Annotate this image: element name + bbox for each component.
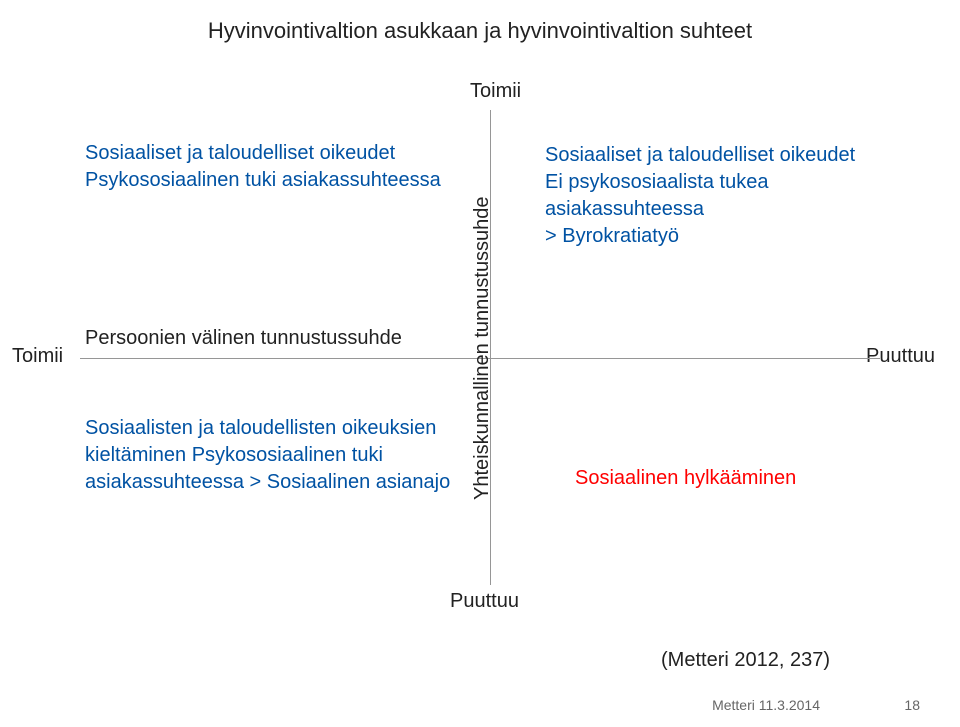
axis-left-label: Toimii (12, 345, 63, 368)
left-axis-caption: Persoonien välinen tunnustussuhde (85, 325, 445, 352)
quadrant-top-right: Sosiaaliset ja taloudelliset oikeudetEi … (545, 142, 925, 250)
footer-text: Metteri 11.3.2014 (712, 697, 820, 713)
page-number: 18 (904, 697, 920, 713)
citation: (Metteri 2012, 237) (661, 649, 830, 672)
quadrant-top-left: Sosiaaliset ja taloudelliset oikeudetPsy… (85, 140, 445, 194)
page-title: Hyvinvointivaltion asukkaan ja hyvinvoin… (0, 18, 960, 44)
quadrant-bottom-right: Sosiaalinen hylkääminen (575, 465, 915, 492)
axis-bottom-label: Puuttuu (450, 590, 519, 613)
axis-top-label: Toimii (470, 80, 521, 103)
axis-right-label: Puuttuu (866, 345, 935, 368)
quadrant-bottom-left: Sosiaalisten ja taloudellisten oikeuksie… (85, 415, 475, 496)
